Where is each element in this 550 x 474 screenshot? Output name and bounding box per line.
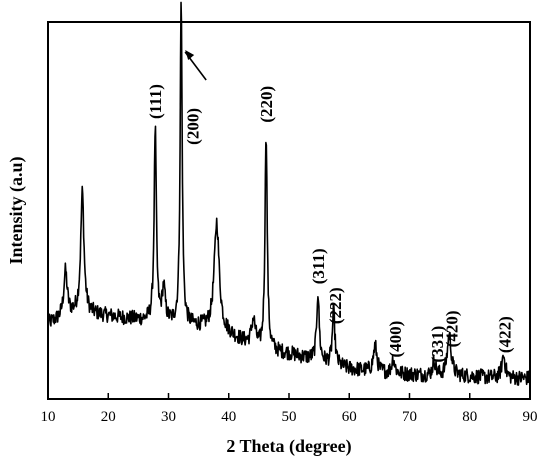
x-tick-label: 70	[402, 409, 417, 425]
x-axis-title: 2 Theta (degree)	[226, 436, 351, 457]
x-tick-label: 30	[161, 409, 176, 425]
peak-label: (331)	[428, 326, 447, 363]
peak-label: (422)	[496, 316, 515, 353]
y-axis-title: Intensity (a.u)	[6, 156, 27, 264]
peak-label: (420)	[443, 311, 462, 348]
x-tick-label: 10	[41, 409, 56, 425]
peak-label: (200)	[184, 108, 203, 145]
plot-area: 10 20 30 40 50 60 70 80 90 (111)(200)(220)(311)(…	[41, 1, 538, 425]
x-tick-label: 50	[282, 409, 297, 425]
x-tick-label: 20	[101, 409, 116, 425]
peak-label: (400)	[386, 321, 405, 358]
peak-label: (222)	[326, 287, 345, 324]
x-axis-ticks: 10 20 30 40 50 60 70 80 90	[41, 393, 538, 425]
x-tick-label: 40	[221, 409, 236, 425]
peak-label: (220)	[257, 86, 276, 123]
x-tick-label: 60	[342, 409, 357, 425]
peak-label: (111)	[146, 84, 165, 119]
series-line	[47, 1, 531, 386]
arrow-head	[185, 50, 195, 60]
x-tick-label: 80	[462, 409, 477, 425]
peak-annotations: (111) (200) (220) (311) (222) (400) (331)(420)…	[146, 50, 515, 363]
peak-label: (311)	[309, 248, 328, 284]
x-tick-label: 90	[523, 409, 538, 425]
